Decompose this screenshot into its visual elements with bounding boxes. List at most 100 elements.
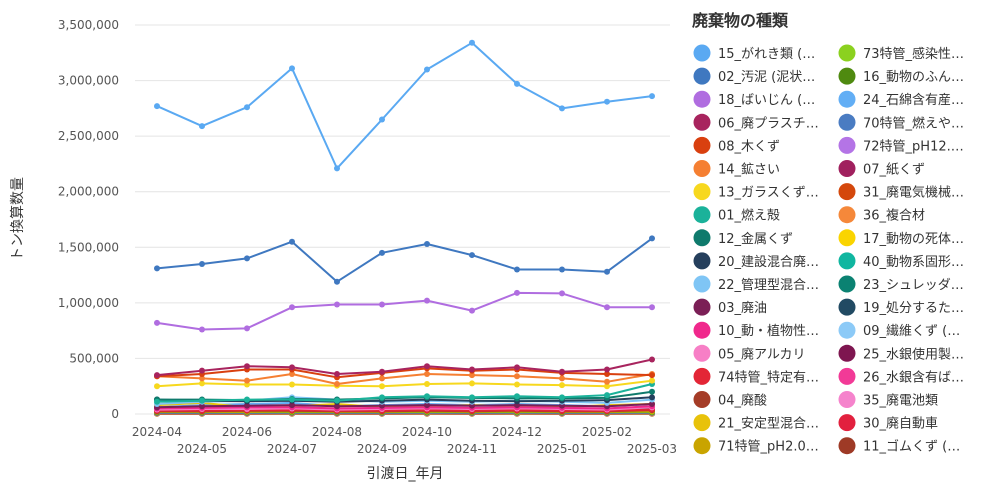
data-point — [199, 398, 205, 404]
y-tick-label: 500,000 — [69, 351, 119, 365]
legend-swatch — [839, 229, 856, 246]
legend-item[interactable]: 13_ガラスくず… — [694, 183, 819, 201]
legend-item[interactable]: 70特管_燃えや… — [839, 114, 965, 132]
legend-swatch — [839, 160, 856, 177]
legend-item[interactable]: 74特管_特定有… — [694, 368, 820, 386]
legend-label: 35_廃電池類 — [863, 393, 938, 409]
data-point — [379, 250, 385, 256]
legend-item[interactable]: 40_動物系固形… — [839, 252, 965, 270]
data-point — [379, 375, 385, 381]
legend-item[interactable]: 20_建設混合廃… — [694, 252, 820, 270]
data-point — [469, 252, 475, 258]
legend-item[interactable]: 72特管_pH12.… — [839, 137, 964, 155]
legend-item[interactable]: 14_鉱さい — [694, 160, 781, 178]
data-point — [559, 290, 565, 296]
legend-item[interactable]: 16_動物のふん… — [839, 68, 965, 86]
legend-swatch — [694, 137, 711, 154]
data-point — [334, 279, 340, 285]
legend-item[interactable]: 10_動・植物性… — [694, 322, 820, 340]
legend-swatch — [694, 68, 711, 85]
legend-item[interactable]: 31_廃電気機械… — [839, 183, 965, 201]
legend-swatch — [839, 252, 856, 269]
data-point — [244, 104, 250, 110]
legend-label: 70特管_燃えや… — [863, 115, 964, 131]
data-point — [379, 302, 385, 308]
data-point — [514, 364, 520, 370]
data-point — [514, 267, 520, 273]
data-point — [379, 116, 385, 122]
data-point — [649, 357, 655, 363]
x-tick-label: 2025-02 — [582, 425, 632, 439]
x-axis-title: 引渡日_年月 — [367, 466, 444, 482]
legend-label: 40_動物系固形… — [863, 255, 964, 270]
legend-item[interactable]: 07_紙くず — [839, 160, 926, 178]
legend-item[interactable]: 01_燃え殻 — [694, 206, 781, 224]
data-point — [604, 99, 610, 105]
data-point — [154, 265, 160, 271]
legend-label: 71特管_pH2.0… — [718, 440, 819, 455]
series-line — [154, 235, 655, 284]
legend-item[interactable]: 24_石綿含有産… — [839, 91, 965, 109]
legend-item[interactable]: 02_汚泥 (泥状… — [694, 68, 816, 86]
legend-item[interactable]: 06_廃プラスチ… — [694, 114, 819, 132]
legend-item[interactable]: 05_廃アルカリ — [694, 345, 806, 363]
legend-item[interactable]: 09_繊維くず (… — [839, 322, 961, 340]
legend-swatch — [694, 299, 711, 316]
legend-item[interactable]: 26_水銀含有ば… — [839, 368, 965, 386]
legend-item[interactable]: 17_動物の死体… — [839, 229, 965, 247]
series-path — [157, 381, 652, 387]
legend-item[interactable]: 36_複合材 — [839, 206, 926, 224]
data-point — [154, 399, 160, 405]
x-tick-label: 2024-12 — [492, 425, 542, 439]
legend-item[interactable]: 03_廃油 — [694, 299, 768, 317]
data-point — [154, 103, 160, 109]
legend-item[interactable]: 71特管_pH2.0… — [694, 437, 819, 455]
legend-item[interactable]: 73特管_感染性… — [839, 45, 965, 63]
legend-label: 12_金属くず — [718, 231, 793, 247]
legend-swatch — [694, 345, 711, 362]
legend-label: 03_廃油 — [718, 300, 767, 316]
x-tick-label: 2024-05 — [177, 442, 227, 456]
legend-item[interactable]: 25_水銀使用製… — [839, 345, 965, 363]
y-tick-label: 1,500,000 — [58, 240, 119, 254]
data-point — [289, 364, 295, 370]
legend-item[interactable]: 04_廃酸 — [694, 391, 768, 409]
legend-item[interactable]: 21_安定型混合… — [694, 414, 820, 432]
legend-item[interactable]: 08_木くず — [694, 137, 781, 155]
legend-item[interactable]: 15_がれき類 (… — [694, 45, 816, 63]
data-point — [334, 398, 340, 404]
legend-label: 73特管_感染性… — [863, 46, 964, 62]
legend-swatch — [839, 206, 856, 223]
legend-swatch — [839, 345, 856, 362]
legend-item[interactable]: 12_金属くず — [694, 229, 794, 247]
legend-label: 06_廃プラスチ… — [718, 115, 819, 131]
legend-label: 07_紙くず — [863, 163, 925, 178]
legend-item[interactable]: 11_ゴムくず (… — [839, 437, 961, 455]
x-tick-label: 2024-10 — [402, 425, 452, 439]
legend-item[interactable]: 22_管理型混合… — [694, 276, 820, 294]
legend-swatch — [694, 114, 711, 131]
legend-label: 20_建設混合廃… — [718, 254, 819, 270]
data-point — [154, 383, 160, 389]
legend-item[interactable]: 35_廃電池類 — [839, 391, 939, 409]
legend-swatch — [694, 368, 711, 385]
data-point — [289, 239, 295, 245]
data-point — [424, 241, 430, 247]
data-point — [649, 304, 655, 310]
data-point — [244, 255, 250, 261]
legend-swatch — [694, 322, 711, 339]
legend-label: 04_廃酸 — [718, 393, 767, 409]
data-point — [649, 235, 655, 241]
legend-label: 18_ばいじん (… — [718, 93, 815, 108]
data-point — [244, 325, 250, 331]
legend-swatch — [839, 183, 856, 200]
legend-label: 11_ゴムくず (… — [863, 439, 960, 455]
legend-item[interactable]: 23_シュレッダ… — [839, 276, 964, 294]
legend-item[interactable]: 30_廃自動車 — [839, 414, 939, 432]
legend-item[interactable]: 19_処分するた… — [839, 299, 965, 317]
data-point — [334, 381, 340, 387]
data-point — [469, 380, 475, 386]
legend-item[interactable]: 18_ばいじん (… — [694, 91, 816, 109]
legend-swatch — [839, 114, 856, 131]
legend-label: 22_管理型混合… — [718, 278, 819, 293]
